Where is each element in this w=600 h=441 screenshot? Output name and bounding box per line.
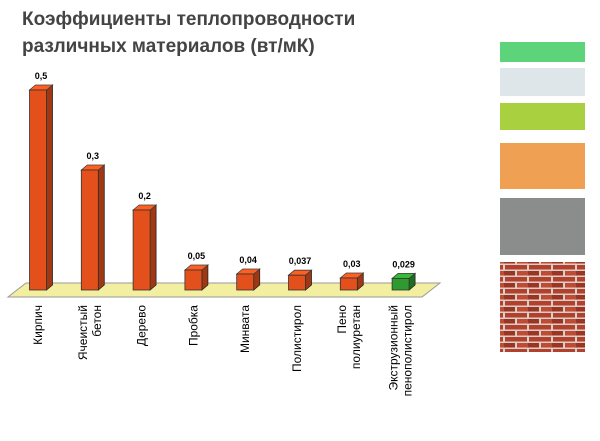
bar [235,268,261,291]
x-tick-label: Кирпич [31,305,45,345]
x-tick-label: Экструзионныйпенополистирол [387,305,415,396]
chart-title: Коэффициенты теплопроводности различных … [22,9,356,57]
value-label: 0,5 [35,71,48,81]
x-tick-label: Пробка [186,305,200,346]
x-tick-label: Полистирол [290,305,304,372]
bar-front [288,274,306,291]
bar-side [149,204,157,291]
bar [80,164,106,291]
x-tick-label: Дерево [135,305,149,346]
x-tick-label: Пенополиуретан [335,305,363,369]
value-label: 0,04 [239,255,257,265]
value-label: 0,2 [138,191,151,201]
value-label: 0,037 [289,256,312,266]
value-label: 0,029 [392,259,415,269]
bar-front [132,209,151,291]
swatch [500,103,585,130]
swatch [500,42,585,62]
value-label: 0,3 [87,151,100,161]
x-tick-label: Минвата [238,305,252,353]
swatch [500,262,585,352]
bar [131,204,158,291]
bar [287,269,313,291]
value-label: 0,05 [188,251,206,261]
bar [183,264,210,291]
bar [339,272,365,291]
floor [6,282,442,298]
bar-front [184,269,203,291]
bar-front [29,89,47,291]
bar-front [339,277,358,291]
bar [28,84,54,291]
value-label: 0,03 [343,259,361,269]
bar-front [236,273,255,291]
swatch [500,68,585,96]
bar-side [46,84,53,291]
x-tick-label: Ячеистыйбетон [76,305,104,360]
swatch [500,143,585,189]
bar [390,272,417,291]
bar-front [391,277,410,291]
bar-side [97,164,105,291]
swatch [500,198,585,255]
material-swatches [500,42,585,352]
bar-front [80,169,99,291]
